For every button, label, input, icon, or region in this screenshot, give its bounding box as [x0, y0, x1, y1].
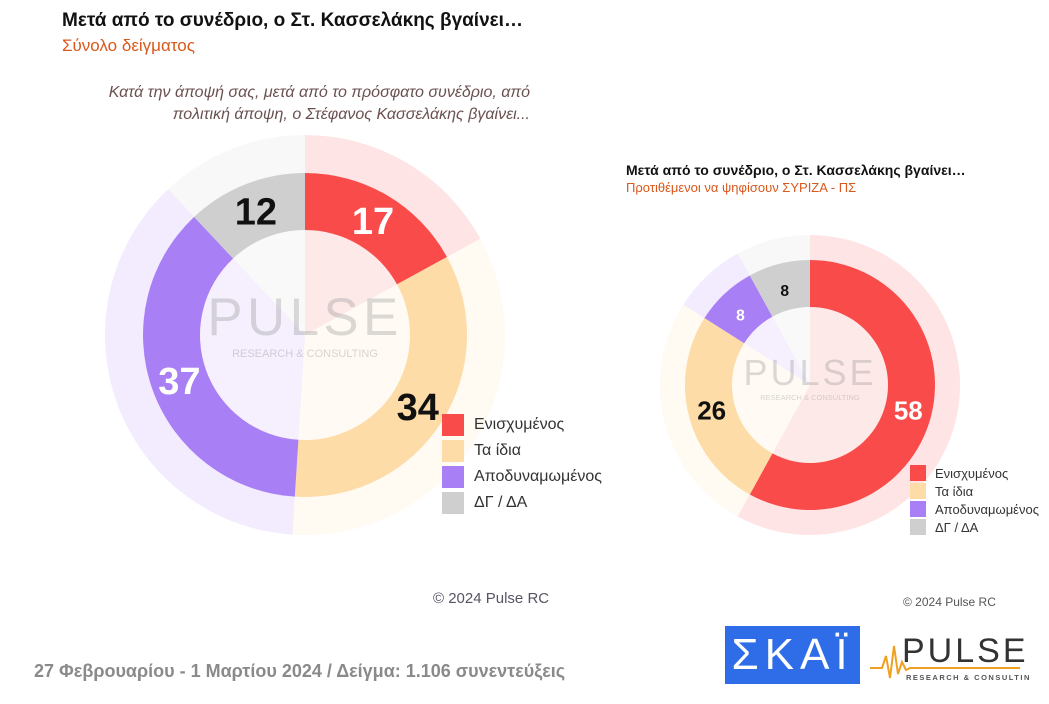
donut-halo-slice — [105, 189, 295, 535]
watermark-tagline: RESEARCH & CONSULTING — [760, 393, 860, 402]
legend-total: Ενισχυμένος Τα ίδια Αποδυναμωμένος ΔΓ / ΔΑ — [442, 412, 602, 516]
donut-center-slice — [744, 316, 810, 385]
data-label: 34 — [397, 387, 439, 429]
watermark-brand: PULSE — [743, 352, 876, 393]
watermark-tagline: RESEARCH & CONSULTING — [232, 348, 378, 360]
donut-halo-slice — [168, 135, 305, 217]
donut-halo-slice — [737, 235, 961, 535]
donut-slice-1 — [684, 318, 773, 495]
data-label: 58 — [894, 396, 923, 426]
donut-slice-0 — [305, 173, 447, 285]
chart-title: Μετά από το συνέδριο, ο Στ. Κασσελάκης β… — [62, 10, 523, 31]
data-label: 26 — [697, 396, 726, 426]
donut-center-slice — [233, 230, 305, 335]
footer-info: 27 Φεβρουαρίου - 1 Μαρτίου 2024 / Δείγμα… — [34, 661, 566, 681]
legend-label: Αποδυναμωμένος — [474, 468, 602, 485]
legend-item: Τα ίδια — [442, 438, 602, 464]
legend-swatch — [910, 483, 926, 499]
donut-center-slice — [772, 307, 888, 463]
legend-label: ΔΓ / ΔΑ — [474, 494, 528, 511]
donut-halo-slice — [305, 135, 481, 257]
donut-slice-2 — [704, 275, 773, 344]
legend-item: Ενισχυμένος — [442, 412, 602, 438]
legend-item: Ενισχυμένος — [910, 464, 1039, 482]
donut-slice-3 — [749, 260, 810, 317]
legend-swatch — [910, 519, 926, 535]
svg-text:RESEARCH & CONSULTING: RESEARCH & CONSULTING — [906, 673, 1030, 682]
legend-swatch — [442, 440, 464, 462]
donut-slice-0 — [749, 260, 935, 510]
legend-item: ΔΓ / ΔΑ — [442, 490, 602, 516]
donut-center-slice — [298, 284, 411, 441]
legend-label: ΔΓ / ΔΑ — [935, 519, 979, 535]
donut-slice-2 — [142, 216, 299, 497]
data-label: 8 — [736, 307, 745, 324]
data-label: 37 — [158, 361, 200, 403]
donut-halo-slice — [660, 304, 750, 517]
data-label: 17 — [352, 201, 394, 243]
pulse-logo: PULSE RESEARCH & CONSULTING — [870, 632, 1030, 682]
legend-label: Αποδυναμωμένος — [935, 501, 1039, 517]
chart2-subtitle: Προτιθέμενοι να ψηφίσουν ΣΥΡΙΖΑ - ΠΣ — [626, 180, 857, 195]
legend-label: Ενισχυμένος — [474, 416, 565, 433]
question-text: Κατά την άποψή σας, μετά από το πρόσφατο… — [108, 84, 530, 123]
chart-subtitle: Σύνολο δείγματος — [62, 36, 195, 55]
skai-logo: ΣΚΑΪ — [725, 626, 860, 684]
donut-center-slice — [199, 258, 305, 440]
data-label: 8 — [780, 283, 789, 300]
legend-swatch — [442, 414, 464, 436]
donut-center-slice — [772, 307, 810, 385]
donut-halo-slice — [683, 253, 750, 319]
legend-label: Ενισχυμένος — [935, 465, 1009, 481]
legend-item: Αποδυναμωμένος — [910, 500, 1039, 518]
legend-swatch — [442, 466, 464, 488]
copyright: © 2024 Pulse RC — [433, 590, 550, 607]
donut-center-slice — [732, 343, 810, 454]
copyright-small: © 2024 Pulse RC — [903, 595, 996, 609]
legend-swatch — [442, 492, 464, 514]
legend-swatch — [910, 501, 926, 517]
legend-item: Αποδυναμωμένος — [442, 464, 602, 490]
donut-slice-3 — [194, 173, 305, 259]
donut-center-slice — [305, 230, 398, 335]
data-label: 12 — [235, 192, 277, 234]
legend-item: ΔΓ / ΔΑ — [910, 518, 1039, 536]
donut-halo-slice — [737, 235, 810, 276]
legend-syriza: Ενισχυμένος Τα ίδια Αποδυναμωμένος ΔΓ / ΔΑ — [910, 464, 1039, 536]
watermark-brand: PULSE — [207, 288, 402, 347]
legend-label: Τα ίδια — [474, 442, 521, 459]
donut-slice-1 — [294, 256, 467, 497]
legend-item: Τα ίδια — [910, 482, 1039, 500]
legend-label: Τα ίδια — [935, 483, 974, 499]
svg-text:PULSE: PULSE — [902, 632, 1029, 670]
chart2-title: Μετά από το συνέδριο, ο Στ. Κασσελάκης β… — [626, 162, 966, 178]
legend-swatch — [910, 465, 926, 481]
